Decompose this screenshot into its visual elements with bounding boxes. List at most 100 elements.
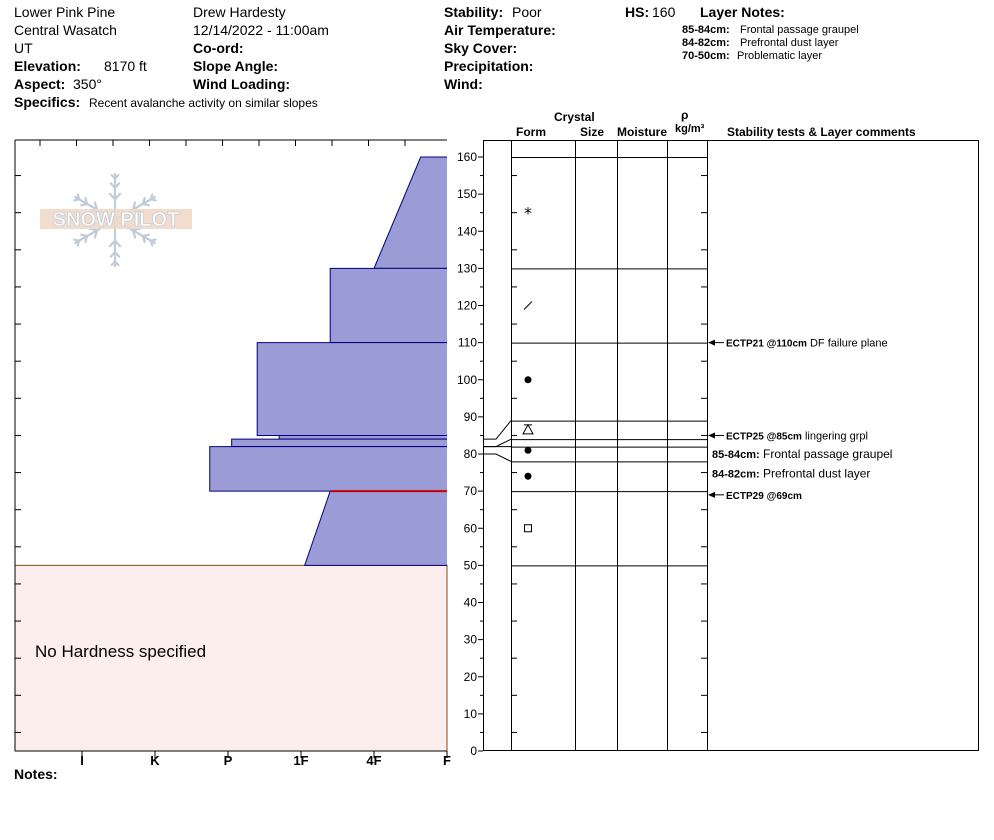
crystal-facet-icon [524, 524, 532, 533]
hardness-layer [278, 434, 447, 440]
location-name: Lower Pink Pine [14, 4, 116, 20]
chart-ticks: I K P 1F 4F F16015014013012011010090807060504… [15, 140, 707, 768]
wind-label: Wind: [444, 76, 483, 92]
crystal-round-icon [524, 446, 532, 454]
depth-tick-label: 140 [457, 224, 477, 238]
depth-tick-label: 130 [457, 261, 477, 275]
layer-note-range: 85-84cm: [682, 24, 730, 36]
hardness-layers [209, 156, 447, 566]
crystal-forms: * [522, 204, 534, 533]
snowpilot-logo: SNOW PILOT [40, 172, 192, 268]
moisture-header: Moisture [617, 125, 668, 139]
hardness-tick-label: 1F [293, 753, 308, 768]
elevation-value: 8170 ft [104, 58, 147, 74]
no-hardness-area [14, 564, 448, 752]
snowflake-branch [84, 196, 89, 205]
hardness-layer [256, 342, 447, 436]
layer-comment: 84-82cm: Prefrontal dust layer [712, 467, 870, 481]
aspect-value: 350° [73, 76, 102, 92]
test-arrowhead [708, 432, 715, 439]
stability-test-label: ECTP21 @110cm DF failure plane [726, 338, 888, 350]
chart-frames [14, 139, 979, 752]
snowflake-branch [108, 239, 117, 248]
profile-frame [483, 140, 979, 751]
hardness-layer [209, 446, 447, 492]
hardness-tick-label: 4F [366, 753, 381, 768]
hardness-layer [373, 156, 447, 269]
depth-tick-label: 0 [470, 744, 477, 758]
snowflake-branch [93, 201, 99, 211]
air-temp-label: Air Temperature: [444, 22, 556, 38]
layer-note-text: Problematic layer [737, 50, 822, 62]
stability-test-label: ECTP29 @69cm [726, 491, 802, 502]
snowflake-branch [113, 173, 120, 180]
depth-tick-label: 60 [464, 521, 478, 535]
layer-comment: 85-84cm: Frontal passage graupel [712, 447, 892, 461]
depth-tick-label: 20 [464, 670, 478, 684]
depth-tick-label: 160 [457, 150, 477, 164]
depth-tick-label: 150 [457, 187, 477, 201]
crystal-precip-icon: * [524, 204, 532, 223]
depth-tick-label: 50 [464, 558, 478, 572]
depth-tick-label: 100 [457, 373, 477, 387]
hardness-layer [303, 490, 447, 566]
crystal-graupel-icon [522, 423, 534, 435]
stability-value: Poor [512, 4, 542, 20]
logo-band [40, 209, 192, 229]
snowflake-branch [113, 192, 122, 201]
snowflake-branch [149, 239, 154, 247]
precipitation-label: Precipitation: [444, 58, 534, 74]
layer-notes-label: Layer Notes: [700, 4, 785, 20]
density-symbol: ρ [681, 108, 689, 122]
layer-note-text: Frontal passage graupel [740, 24, 859, 36]
test-arrowhead [708, 491, 715, 498]
state-name: UT [14, 40, 33, 56]
observer-name: Drew Hardesty [193, 4, 286, 20]
coord-label: Co-ord: [193, 40, 244, 56]
stability-comments-header: Stability tests & Layer comments [727, 125, 916, 139]
crystal-round-icon [524, 472, 532, 480]
layer-boundaries [483, 157, 707, 567]
snowflake-branch [141, 202, 150, 207]
crystal-round-icon [524, 376, 532, 384]
snowflake-branch [80, 233, 89, 238]
hardness-tick-label: P [224, 753, 233, 768]
boundary-connector [483, 453, 512, 462]
no-hardness-rect [14, 564, 448, 752]
hardness-layer [231, 438, 447, 448]
observation-datetime: 12/14/2022 - 11:00am [193, 22, 329, 38]
snowflake-branch [131, 201, 137, 211]
stability-test-label: ECTP25 @85cm lingering grpl [726, 430, 868, 442]
depth-tick-label: 110 [458, 336, 477, 350]
stability-tests: ECTP21 @110cm DF failure plane ECTP25 @85… [708, 338, 892, 502]
sky-cover-label: Sky Cover: [444, 40, 518, 56]
snowflake-branch [76, 193, 81, 201]
depth-tick-label: 80 [464, 447, 478, 461]
hardness-layer [329, 267, 447, 344]
snowflake-branch [113, 182, 121, 189]
specifics-label: Specifics: [14, 94, 81, 110]
hs-label: HS: [625, 4, 650, 20]
aspect-label: Aspect: [14, 76, 66, 92]
test-arrowhead [708, 339, 715, 346]
depth-tick-label: 70 [464, 484, 478, 498]
stability-label: Stability: [444, 4, 504, 20]
no-hardness-text: No Hardness specified [35, 642, 207, 661]
depth-tick-label: 40 [464, 596, 478, 610]
crystal-decomposed-icon [523, 301, 533, 310]
logo-text: SNOW PILOT [53, 209, 180, 231]
slope-angle-label: Slope Angle: [193, 58, 279, 74]
snowflake-branch [93, 229, 99, 239]
boundary-connector [483, 438, 512, 448]
snowflake-branch [149, 198, 157, 202]
snowflake-branch [141, 235, 146, 244]
snowflake-branch [131, 229, 137, 239]
density-unit: kg/m³ [675, 123, 705, 135]
elevation-label: Elevation: [14, 58, 81, 74]
range-name: Central Wasatch [14, 22, 117, 38]
snowflake-branch [108, 192, 117, 201]
layer-note-range: 70-50cm: [682, 50, 730, 62]
depth-tick-label: 120 [457, 299, 477, 313]
snowflake-branch [109, 251, 117, 258]
